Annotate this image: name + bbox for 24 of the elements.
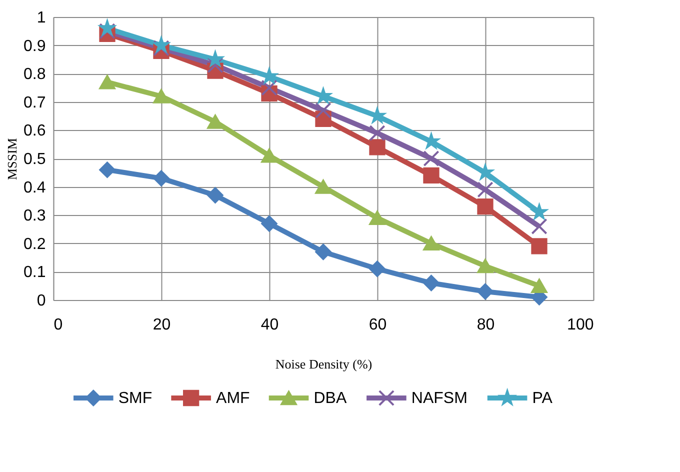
y-axis-title: MSSIM (4, 138, 20, 180)
y-tick-label: 0.7 (24, 94, 46, 112)
y-tick-label: 0.3 (24, 208, 46, 225)
x-tick-label: 80 (476, 316, 495, 334)
y-tick-label: 0.4 (24, 179, 46, 196)
legend-label: AMF (216, 390, 250, 407)
x-axis-title: Noise Density (%) (275, 356, 372, 372)
y-tick-label: 0.6 (24, 122, 46, 140)
y-tick-label: 0.9 (24, 38, 46, 55)
x-tick-label: 100 (567, 316, 594, 334)
y-tick-label: 0.1 (24, 264, 46, 282)
legend-label: NAFSM (411, 390, 468, 407)
legend-label: PA (532, 390, 553, 407)
x-tick-label: 0 (54, 316, 63, 334)
x-tick-label: 20 (152, 316, 171, 334)
y-tick-label: 0.8 (24, 66, 46, 84)
y-tick-label: 0.2 (24, 236, 46, 253)
y-tick-label: 0.5 (24, 151, 46, 168)
legend-label: SMF (118, 390, 152, 407)
x-tick-label: 60 (368, 316, 387, 334)
y-tick-label: 0 (36, 292, 46, 310)
legend-label: DBA (314, 390, 347, 407)
y-tick-label: 1 (36, 10, 46, 26)
x-tick-label: 40 (260, 316, 279, 334)
